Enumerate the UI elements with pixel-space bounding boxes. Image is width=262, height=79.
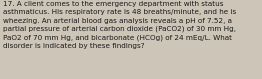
Text: 17. A client comes to the emergency department with status
asthmaticus. His resp: 17. A client comes to the emergency depa… (3, 1, 236, 49)
